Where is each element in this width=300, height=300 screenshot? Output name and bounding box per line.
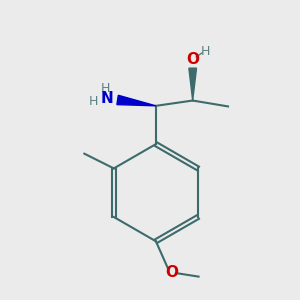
Text: H: H <box>89 95 98 108</box>
Text: H: H <box>200 45 210 58</box>
Text: O: O <box>166 265 178 280</box>
Text: N: N <box>101 91 114 106</box>
Polygon shape <box>189 68 196 101</box>
Polygon shape <box>117 95 156 106</box>
Text: H: H <box>100 82 110 95</box>
Text: O: O <box>186 52 199 68</box>
